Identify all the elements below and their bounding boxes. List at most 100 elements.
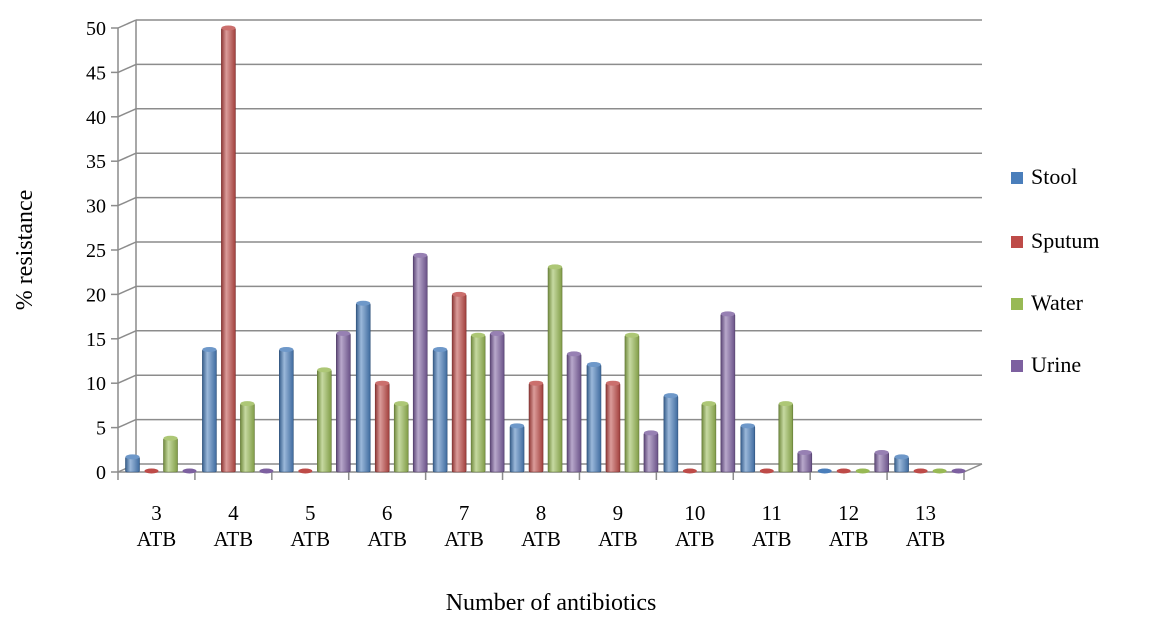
y-tick-label: 30 — [86, 196, 106, 218]
bar-stool — [202, 349, 217, 473]
bar-sputum — [759, 468, 774, 474]
y-tick-label: 5 — [96, 418, 106, 440]
y-axis-title: % resistance — [12, 190, 38, 311]
bar-water — [778, 403, 794, 473]
legend-label-stool: Stool — [1031, 164, 1077, 189]
x-axis-title: Number of antibiotics — [446, 590, 657, 616]
bar-cap-urine — [336, 330, 351, 336]
bar-water — [317, 369, 332, 473]
bar-water — [163, 437, 178, 473]
bar-water — [240, 403, 255, 473]
bar-cap-stool — [510, 423, 525, 429]
bar-cap-water — [624, 332, 639, 338]
bar-sputum — [144, 468, 159, 474]
bar-cap-stool — [663, 393, 678, 399]
bar-cap-stool — [202, 346, 217, 352]
bar-cap-urine — [490, 330, 505, 336]
bar-cap-stool — [356, 300, 371, 306]
x-tick-label: 11 ATB — [752, 501, 792, 551]
x-tick-label: 12 ATB — [829, 501, 869, 551]
bar-cap-water — [701, 401, 716, 407]
gridline-diagonal — [117, 63, 137, 74]
bar-sputum — [298, 468, 313, 474]
x-tick-label: 10 ATB — [675, 501, 715, 551]
gridline-diagonal — [117, 108, 137, 118]
x-tick-label: 5 ATB — [290, 501, 330, 551]
bar-urine — [874, 452, 889, 473]
legend-swatch-stool — [1011, 172, 1023, 184]
x-tick-label: 6 ATB — [367, 501, 407, 551]
bar-stool — [817, 468, 832, 474]
y-tick-label: 0 — [96, 462, 106, 484]
bar-cap-stool — [586, 362, 601, 368]
bar-water — [701, 403, 717, 473]
gridline-diagonal — [117, 241, 137, 251]
bar-cap-water — [394, 401, 409, 407]
x-tick-label: 13 ATB — [906, 501, 946, 551]
y-tick-label: 25 — [86, 240, 106, 262]
bar-stool — [586, 364, 602, 473]
bar-cap-water — [548, 264, 563, 270]
gridline-diagonal — [117, 418, 137, 429]
bar-sputum — [605, 382, 621, 473]
gridline-diagonal — [117, 330, 137, 340]
y-tick-label: 10 — [86, 373, 106, 395]
y-tick-label: 50 — [86, 18, 106, 40]
gridline-diagonal — [117, 374, 137, 384]
bar-urine — [643, 432, 659, 473]
bar-cap-water — [240, 401, 255, 407]
bar-cap-sputum — [221, 25, 236, 31]
bar-cap-urine — [643, 430, 658, 436]
legend-label-sputum: Sputum — [1031, 228, 1099, 253]
bar-urine — [566, 353, 582, 473]
bar-urine — [489, 333, 505, 473]
tick-labels: 0 5 10 15 20 25 30 35 40 45 50 3 ATB 4 ATB 5 ATB 6 ATB 7 ATB… — [86, 18, 945, 551]
bar-cap-water — [778, 401, 793, 407]
legend-swatch-water — [1011, 298, 1023, 310]
y-tick-label: 35 — [86, 151, 106, 173]
floor-right-edge — [963, 463, 983, 473]
y-tick-label: 45 — [86, 62, 106, 84]
gridline-diagonal — [117, 285, 137, 296]
y-tick-label: 40 — [86, 107, 106, 129]
bar-cap-urine — [567, 351, 582, 357]
bar-cap-stool — [433, 346, 448, 352]
bar-cap-water — [471, 332, 486, 338]
gridline-diagonal — [117, 19, 137, 29]
bar-cap-water — [317, 367, 332, 373]
bar-cap-urine — [720, 311, 735, 317]
x-tick-label: 7 ATB — [444, 501, 484, 551]
bar-cap-urine — [413, 252, 428, 258]
legend-swatch-sputum — [1011, 236, 1023, 248]
bar-urine — [720, 313, 736, 473]
bar-water — [470, 334, 486, 473]
y-tick-label: 20 — [86, 284, 106, 306]
bar-cap-sputum — [452, 291, 467, 297]
bar-cap-stool — [279, 346, 294, 352]
gridline-diagonal — [117, 196, 137, 207]
bar-stool — [432, 349, 448, 473]
bar-sputum — [682, 468, 697, 474]
bar-cap-urine — [874, 449, 889, 455]
bar-cap-stool — [894, 454, 909, 460]
bar-cap-sputum — [375, 380, 390, 386]
bar-cap-stool — [125, 454, 140, 460]
bar-urine — [182, 468, 197, 474]
bar-stool — [663, 395, 679, 473]
legend: Stool Sputum Water Urine — [1011, 164, 1099, 377]
bar-stool — [740, 425, 756, 473]
bar-sputum — [221, 27, 236, 473]
bar-urine — [412, 255, 428, 473]
bar-stool — [509, 425, 525, 473]
bar-cap-sputum — [529, 380, 544, 386]
bar-urine — [797, 452, 813, 473]
bar-sputum — [836, 468, 851, 474]
bar-water — [855, 468, 870, 474]
bar-sputum — [913, 468, 928, 474]
legend-swatch-urine — [1011, 360, 1023, 372]
bar-urine — [336, 333, 351, 473]
x-tick-label: 4 ATB — [214, 501, 254, 551]
bar-water — [393, 403, 409, 473]
